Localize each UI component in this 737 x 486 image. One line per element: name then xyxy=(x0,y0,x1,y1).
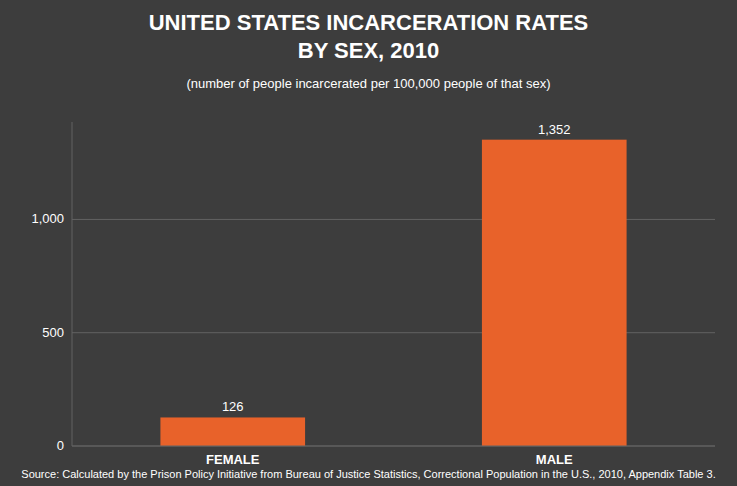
data-label: 1,352 xyxy=(538,122,571,137)
title: UNITED STATES INCARCERATION RATES xyxy=(149,10,589,35)
source-line: Source: Calculated by the Prison Policy … xyxy=(21,468,715,480)
bar xyxy=(482,140,627,446)
bar xyxy=(160,417,305,446)
grid-line xyxy=(72,446,715,447)
source-group: Source: Calculated by the Prison Policy … xyxy=(21,468,715,480)
title: BY SEX, 2010 xyxy=(298,38,439,63)
y-axis: 0 500 1,000 xyxy=(31,122,715,453)
y-tick-label: 1,000 xyxy=(31,211,64,226)
bars xyxy=(160,140,626,446)
background xyxy=(0,0,737,486)
chart: UNITED STATES INCARCERATION RATES BY SEX,… xyxy=(0,0,737,486)
x-axis: FEMALE MALE xyxy=(206,452,573,467)
data-label: 126 xyxy=(222,399,244,414)
x-axis-line xyxy=(72,446,715,447)
y-axis-line xyxy=(72,122,73,446)
subtitle: (number of people incarcerated per 100,0… xyxy=(186,76,550,91)
x-tick-label: MALE xyxy=(536,452,573,467)
x-tick-label: FEMALE xyxy=(206,452,260,467)
y-tick-label: 0 xyxy=(57,438,64,453)
source: Source: Calculated by the Prison Policy … xyxy=(21,468,715,480)
y-tick-label: 500 xyxy=(42,325,64,340)
data-labels: 126 1,352 xyxy=(222,122,571,415)
